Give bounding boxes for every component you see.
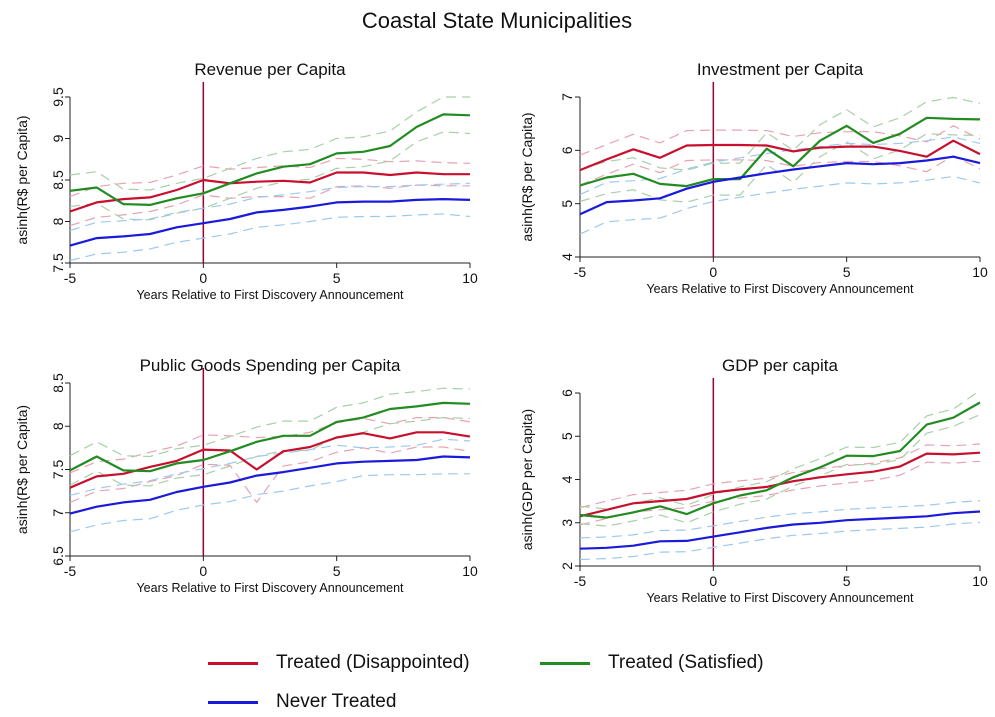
x-tick-label: 0 [709, 264, 717, 280]
y-axis-label: asinh(R$ per Capita) [519, 112, 535, 241]
panel-title: Investment per Capita [697, 60, 864, 79]
x-tick-label: 5 [333, 270, 341, 286]
x-tick-label: 10 [972, 264, 988, 280]
series-line-disappointed [69, 171, 470, 213]
series-line-never [579, 155, 981, 216]
series-line-never [69, 198, 471, 247]
x-tick-label: -5 [64, 270, 77, 286]
legend-swatch-disappointed [208, 661, 258, 665]
legend-label-never: Never Treated [276, 691, 397, 712]
figure-title: Coastal State Municipalities [362, 8, 632, 33]
x-tick-label: 5 [333, 563, 341, 579]
x-tick-label: 10 [972, 573, 988, 589]
legend-label-disappointed: Treated (Disappointed) [276, 652, 470, 673]
ci-upper-never [579, 500, 981, 539]
y-tick-label: 6 [559, 146, 575, 154]
legend-item-disappointed: Treated (Disappointed) [208, 652, 470, 674]
y-tick-label: 7 [559, 93, 575, 101]
ci-lower-never [579, 521, 981, 561]
x-axis-label: Years Relative to First Discovery Announ… [646, 282, 914, 296]
ci-lower-never [579, 175, 981, 235]
series-line-satisfied [69, 401, 471, 473]
y-tick-label: 6 [559, 389, 575, 397]
y-axis-label: asinh(GDP per Capita) [519, 409, 535, 550]
series-line-never [579, 510, 981, 550]
ci-lower-disappointed [69, 184, 470, 227]
ci-upper-satisfied [69, 96, 470, 191]
panel-title: GDP per capita [722, 356, 838, 375]
y-tick-label: 7.5 [50, 460, 66, 480]
ci-upper-satisfied [69, 387, 471, 458]
ci-upper-never [69, 182, 471, 232]
y-tick-label: 9 [50, 134, 66, 142]
ci-lower-never [69, 473, 470, 533]
ci-upper-never [69, 438, 471, 496]
ci-lower-disappointed [579, 460, 981, 526]
y-axis-label: asinh(R$ per Capita) [14, 115, 30, 244]
y-tick-label: 5 [559, 432, 575, 440]
y-tick-label: 2 [559, 562, 575, 570]
ci-lower-satisfied [69, 416, 471, 487]
ci-upper-satisfied [579, 389, 981, 510]
y-tick-label: 8 [50, 217, 66, 225]
ci-lower-satisfied [579, 133, 981, 203]
panel-3: Public Goods Spending per Capita 6.5 7 7.5 8… [14, 356, 478, 595]
y-tick-label: 3 [559, 519, 575, 527]
y-tick-label: 4 [559, 253, 575, 261]
legend-item-satisfied: Treated (Satisfied) [540, 652, 764, 674]
panel-title: Revenue per Capita [194, 60, 346, 79]
y-tick-label: 9.5 [50, 87, 66, 107]
x-tick-label: -5 [574, 573, 587, 589]
y-tick-label: 7 [50, 509, 66, 517]
panel-title: Public Goods Spending per Capita [140, 356, 401, 375]
legend-item-never: Never Treated [208, 691, 396, 713]
y-axis-label: asinh(R$ per Capita) [14, 405, 30, 534]
series-line-satisfied [579, 401, 981, 519]
x-tick-label: 5 [843, 573, 851, 589]
series-line-satisfied [579, 116, 981, 188]
x-tick-label: -5 [64, 563, 77, 579]
y-tick-label: 7.5 [50, 253, 66, 273]
legend-swatch-satisfied [540, 661, 590, 665]
ci-upper-disappointed [579, 125, 981, 156]
y-tick-label: 8.5 [50, 373, 66, 393]
x-tick-label: 0 [199, 270, 207, 286]
series-line-never [69, 455, 471, 515]
panel-2: Investment per Capita 4 5 6 7 -5 0 5 10 Years Rel… [519, 60, 988, 296]
panels: Revenue per Capita 7.5 8 8.5 9 9.5 -5 0 5 10 Years… [14, 60, 988, 605]
panel-1: Revenue per Capita 7.5 8 8.5 9 9.5 -5 0 5 10 Years… [14, 60, 478, 302]
legend-label-satisfied: Treated (Satisfied) [608, 652, 764, 673]
y-tick-label: 8 [50, 422, 66, 430]
series-line-disappointed [579, 139, 981, 172]
panel-4: GDP per capita 2 3 4 5 6 -5 0 5 10 Years Relative … [519, 356, 988, 605]
legend-swatch-never [208, 700, 258, 704]
series-line-satisfied [69, 113, 471, 206]
ci-upper-disappointed [69, 157, 471, 198]
ci-lower-satisfied [69, 131, 471, 221]
x-tick-label: 10 [462, 270, 478, 286]
ci-lower-disappointed [579, 155, 981, 186]
x-axis-label: Years Relative to First Discovery Announ… [136, 288, 404, 302]
ci-lower-satisfied [579, 414, 981, 527]
ci-lower-never [69, 213, 471, 262]
x-tick-label: -5 [574, 264, 587, 280]
x-tick-label: 0 [709, 573, 717, 589]
x-axis-label: Years Relative to First Discovery Announ… [646, 591, 914, 605]
x-axis-label: Years Relative to First Discovery Announ… [136, 581, 404, 595]
y-tick-label: 4 [559, 475, 575, 483]
ci-upper-disappointed [579, 443, 981, 509]
ci-upper-satisfied [579, 96, 981, 171]
y-tick-label: 6.5 [50, 546, 66, 566]
y-tick-label: 5 [559, 200, 575, 208]
legend: Treated (Disappointed) Treated (Satisfie… [0, 650, 995, 717]
x-tick-label: 10 [462, 563, 478, 579]
y-tick-label: 8.5 [50, 170, 66, 190]
x-tick-label: 5 [843, 264, 851, 280]
x-tick-label: 0 [199, 563, 207, 579]
